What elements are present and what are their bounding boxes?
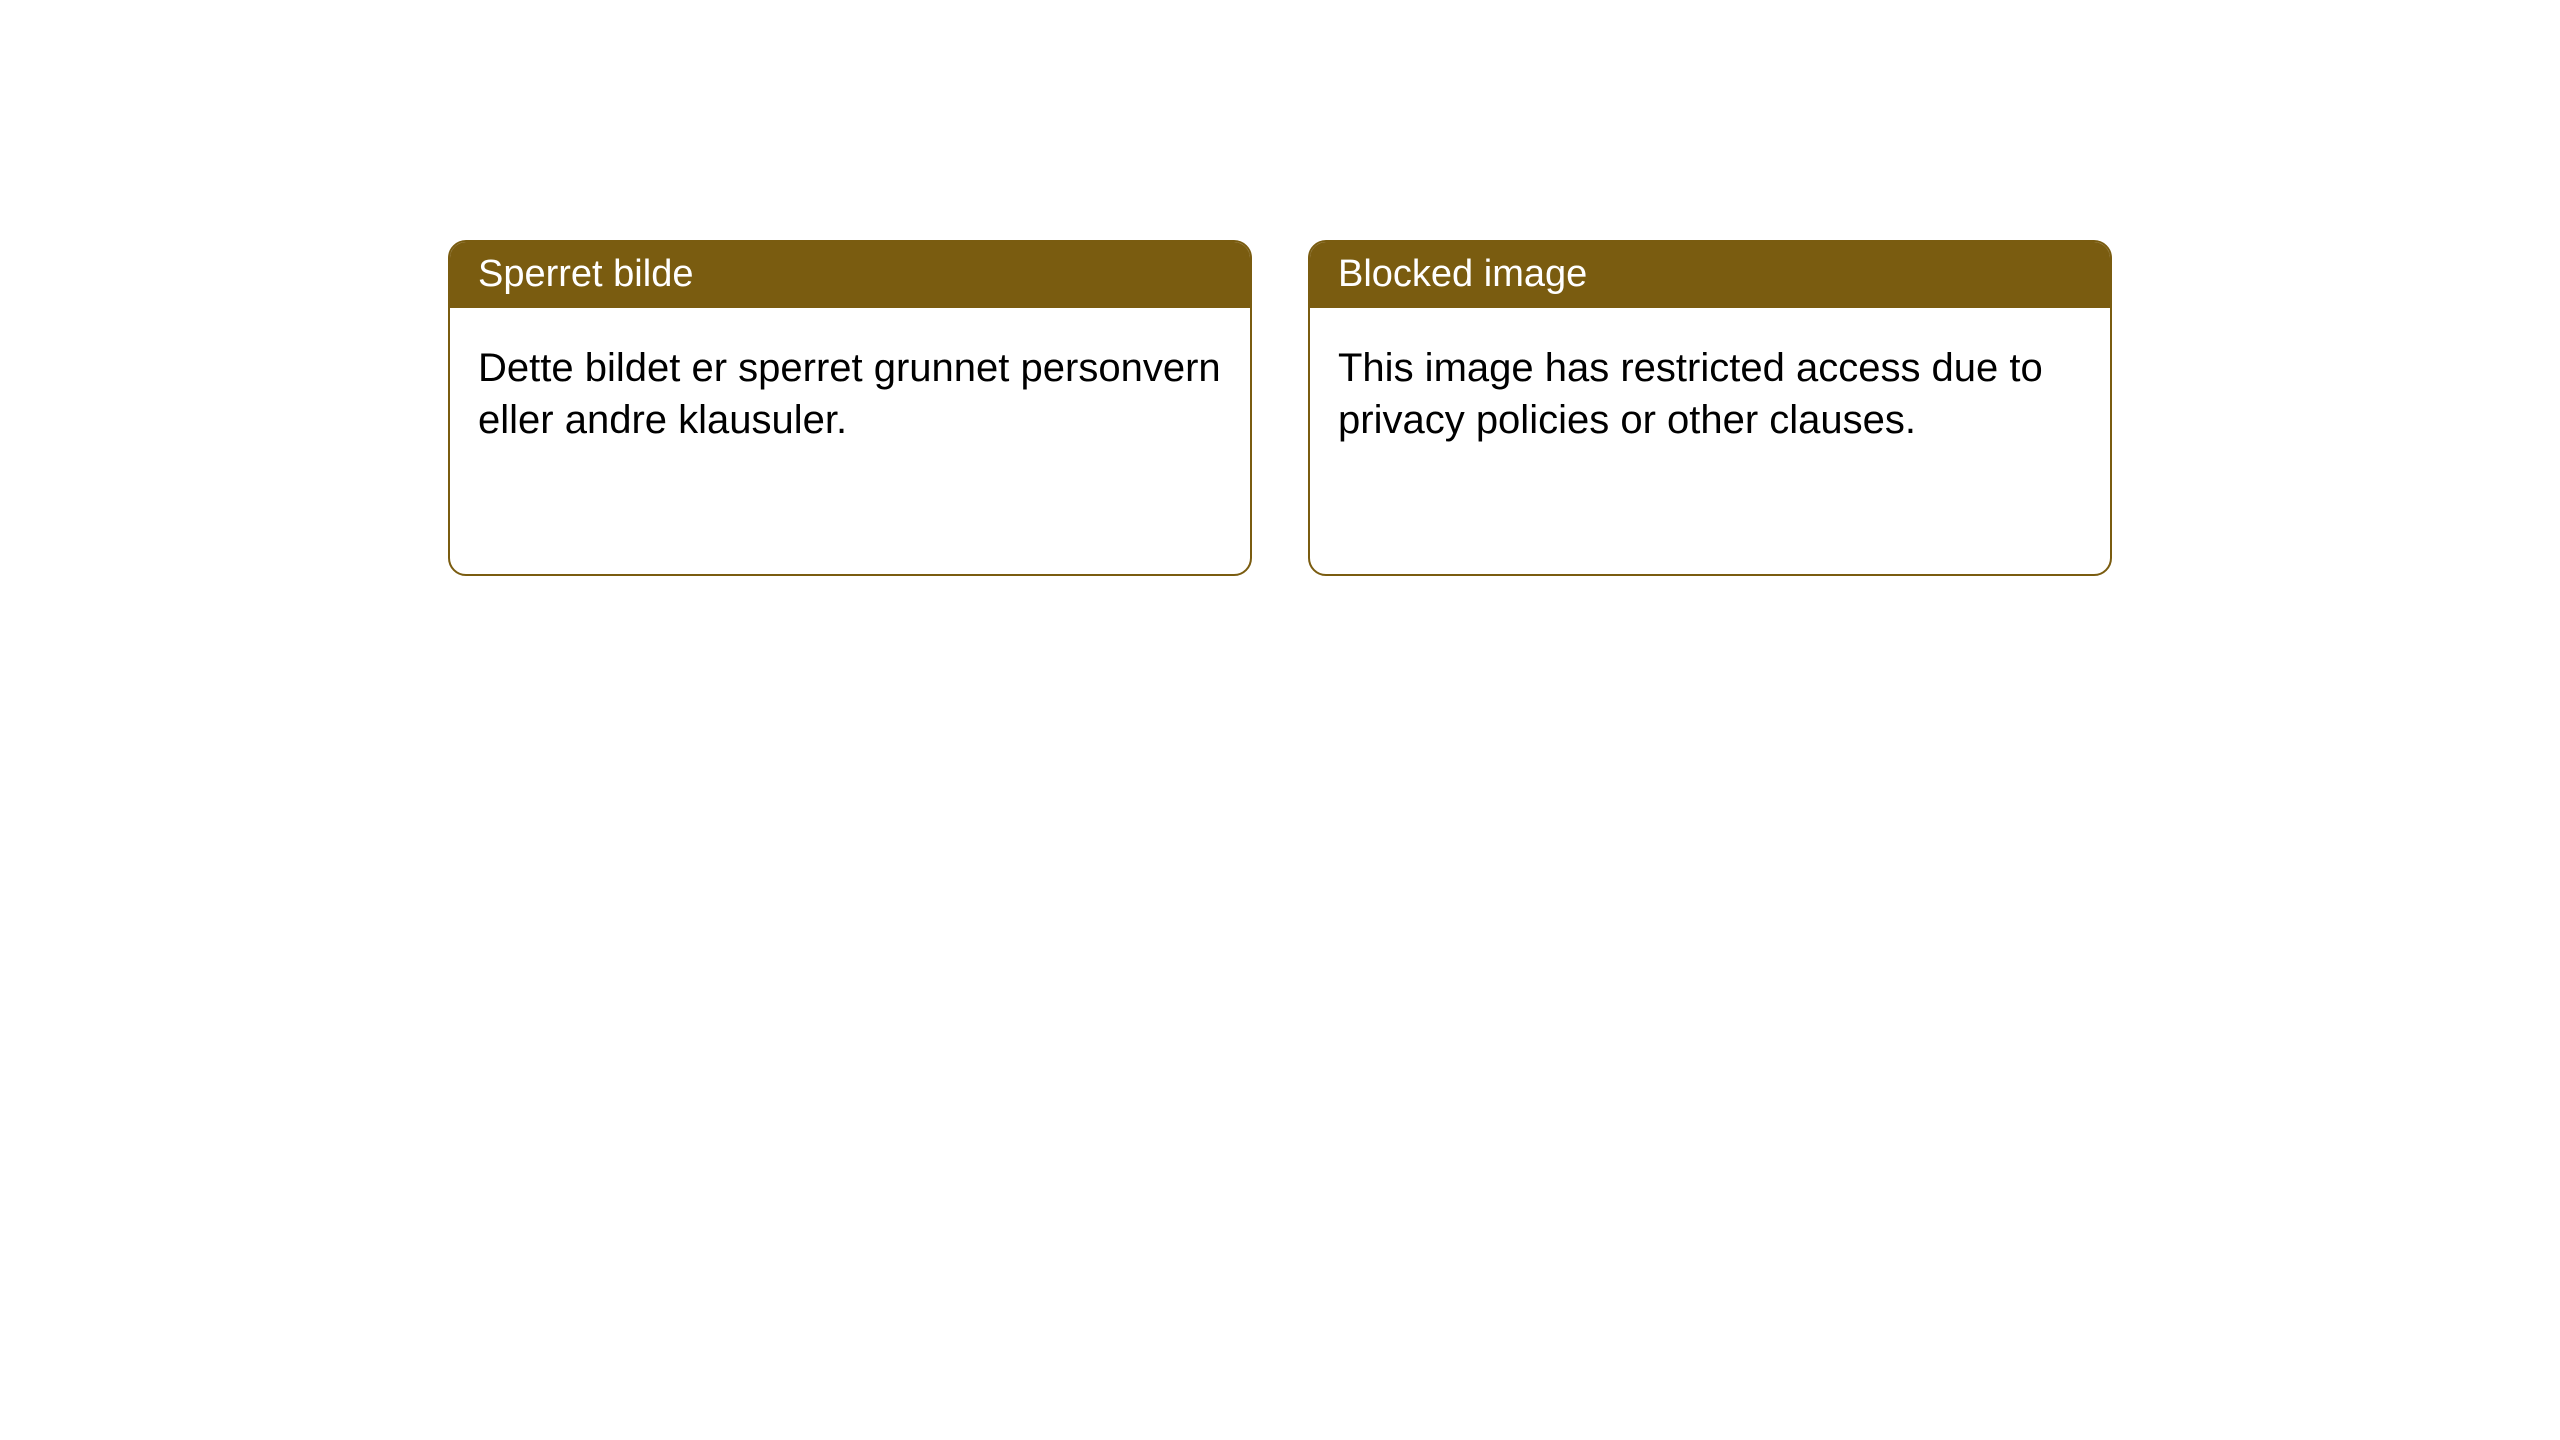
card-header-no: Sperret bilde xyxy=(450,242,1250,308)
blocked-image-card-no: Sperret bilde Dette bildet er sperret gr… xyxy=(448,240,1252,576)
card-header-en: Blocked image xyxy=(1310,242,2110,308)
card-body-en: This image has restricted access due to … xyxy=(1310,308,2110,482)
card-container: Sperret bilde Dette bildet er sperret gr… xyxy=(0,0,2560,576)
card-body-no: Dette bildet er sperret grunnet personve… xyxy=(450,308,1250,482)
blocked-image-card-en: Blocked image This image has restricted … xyxy=(1308,240,2112,576)
